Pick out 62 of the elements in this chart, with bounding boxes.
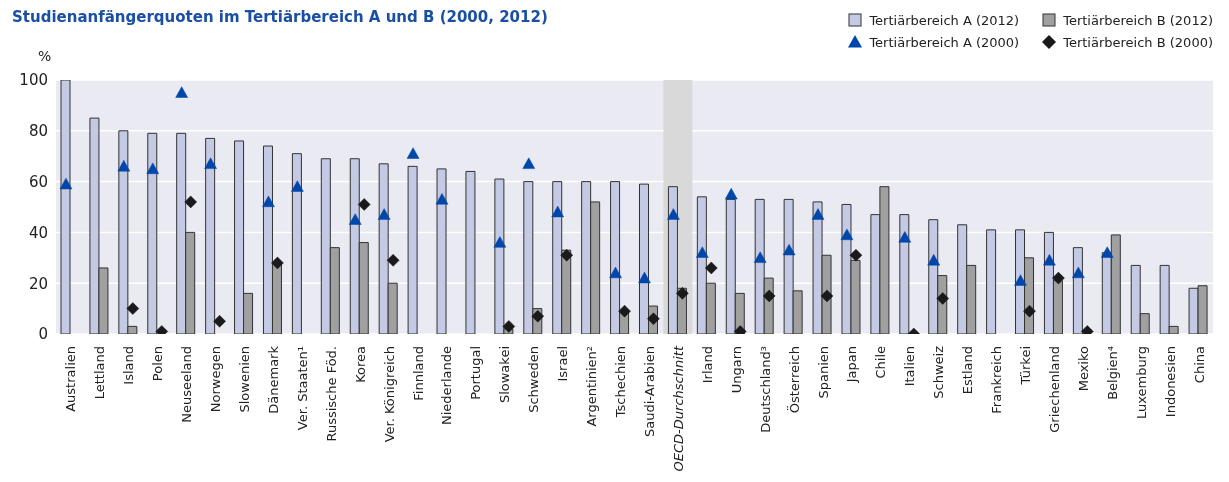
x-tick-label: Island (121, 346, 137, 385)
x-tick-label: Ver. Staaten¹ (294, 346, 310, 431)
legend-label: Tertiärbereich A (2012) (869, 12, 1020, 28)
y-tick-label: 0 (38, 325, 48, 344)
legend-label: Tertiärbereich B (2012) (1063, 12, 1213, 28)
x-tick-label: Irland (699, 346, 715, 384)
y-tick-label: 40 (28, 223, 48, 242)
bar (436, 168, 447, 334)
bar (407, 165, 418, 334)
x-tick-label: Argentinien² (584, 346, 600, 427)
x-tick-label: Korea (352, 346, 368, 383)
x-tick-label: Chile (873, 346, 889, 379)
x-tick-label: Lettland (92, 346, 108, 400)
x-tick-label: Italien (902, 346, 918, 387)
x-tick-label: Deutschland³ (757, 346, 773, 433)
x-tick-label: Tschechien (613, 346, 629, 419)
x-tick-label: Türkei (1017, 346, 1033, 386)
x-tick-label: Belgien⁴ (1104, 346, 1120, 400)
x-tick-label: Frankreich (989, 346, 1005, 414)
bar (147, 132, 158, 334)
x-tick-label: Neuseeland (179, 346, 195, 423)
y-tick-label: 100 (19, 71, 48, 90)
bar (60, 80, 71, 334)
bar (1072, 247, 1083, 334)
x-tick-label: Ungarn (728, 346, 744, 394)
y-tick-label: 60 (28, 172, 48, 191)
bar (986, 229, 997, 334)
y-tick-label: 80 (28, 122, 48, 141)
x-tick-label: Norwegen (208, 346, 224, 413)
x-tick-label: Polen (150, 346, 166, 382)
x-tick-label: Schweiz (931, 345, 947, 399)
y-tick-label: 20 (28, 274, 48, 293)
legend-label: Tertiärbereich B (2000) (1063, 34, 1213, 50)
x-tick-label: Finnland (410, 346, 426, 401)
x-tick-label: Spanien (815, 346, 831, 399)
x-tick-label: Griechenland (1046, 346, 1062, 433)
y-axis-title: % (38, 48, 52, 64)
x-tick-label: Saudi-Arabien (641, 346, 657, 438)
x-tick-label: Portugal (468, 346, 484, 400)
bar (291, 153, 302, 334)
x-tick-label: Slowakei (497, 346, 513, 404)
x-tick-label: Österreich (785, 346, 802, 414)
x-tick-label: Mexiko (1075, 345, 1091, 392)
x-tick-label: Slowenien (237, 346, 253, 413)
bar (205, 137, 216, 334)
x-tick-label: Indonesien (1162, 346, 1178, 418)
x-tick-label: Luxemburg (1133, 346, 1149, 420)
x-tick-label: Estland (960, 346, 976, 395)
x-tick-label: Niederlande (439, 346, 455, 425)
x-tick-label: China (1191, 346, 1207, 384)
x-tick-label: Dänemark (265, 345, 281, 414)
x-tick-label: Russische Föd. (323, 346, 339, 442)
chart-title: Studienanfängerquoten im Tertiärbereich A und B (2000, 2012) (12, 8, 548, 26)
x-tick-label: Australien (63, 346, 79, 412)
bar (899, 214, 910, 334)
x-tick-label: Israel (555, 346, 571, 382)
x-tick-label: Schweden (526, 346, 542, 413)
x-tick-label: Japan (844, 346, 860, 384)
legend-label: Tertiärbereich A (2000) (869, 34, 1020, 50)
x-tick-label: Ver. Königreich (381, 346, 397, 443)
x-tick-label: OECD-Durchschnitt (670, 345, 686, 472)
bar (465, 170, 476, 334)
